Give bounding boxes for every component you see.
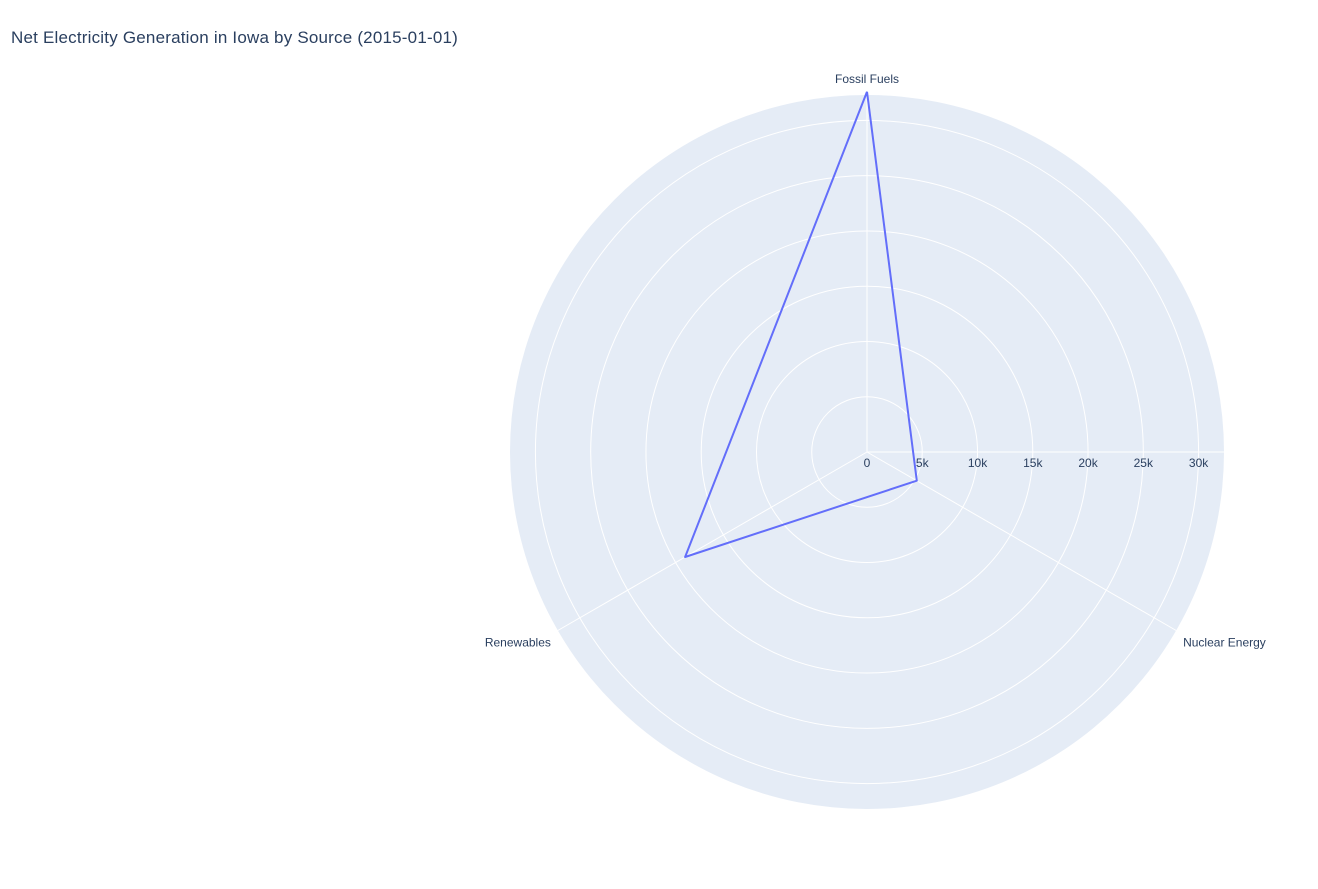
radial-tick-label: 25k (1134, 456, 1154, 470)
radial-tick-label: 0 (864, 456, 871, 470)
radial-tick-labels: 0 5k 10k 15k 20k 25k 30k (864, 456, 1210, 470)
series-line (684, 91, 918, 558)
radial-tick-label: 20k (1078, 456, 1098, 470)
angular-axis-label: Fossil Fuels (835, 72, 899, 86)
chart-title: Net Electricity Generation in Iowa by So… (11, 28, 458, 47)
angular-spoke (866, 451, 1177, 631)
angular-axis-labels: Fossil Fuels Nuclear Energy Renewables (485, 72, 1266, 650)
radial-tick-label: 30k (1189, 456, 1209, 470)
radial-tick-label: 15k (1023, 456, 1043, 470)
series-layer (684, 91, 918, 558)
radial-tick-label: 10k (968, 456, 988, 470)
radial-tick-label: 5k (916, 456, 930, 470)
angular-spoke (557, 451, 868, 631)
angular-axis-label: Renewables (485, 636, 551, 650)
angular-axis-label: Nuclear Energy (1183, 636, 1266, 650)
angular-gridlines (557, 95, 1177, 631)
